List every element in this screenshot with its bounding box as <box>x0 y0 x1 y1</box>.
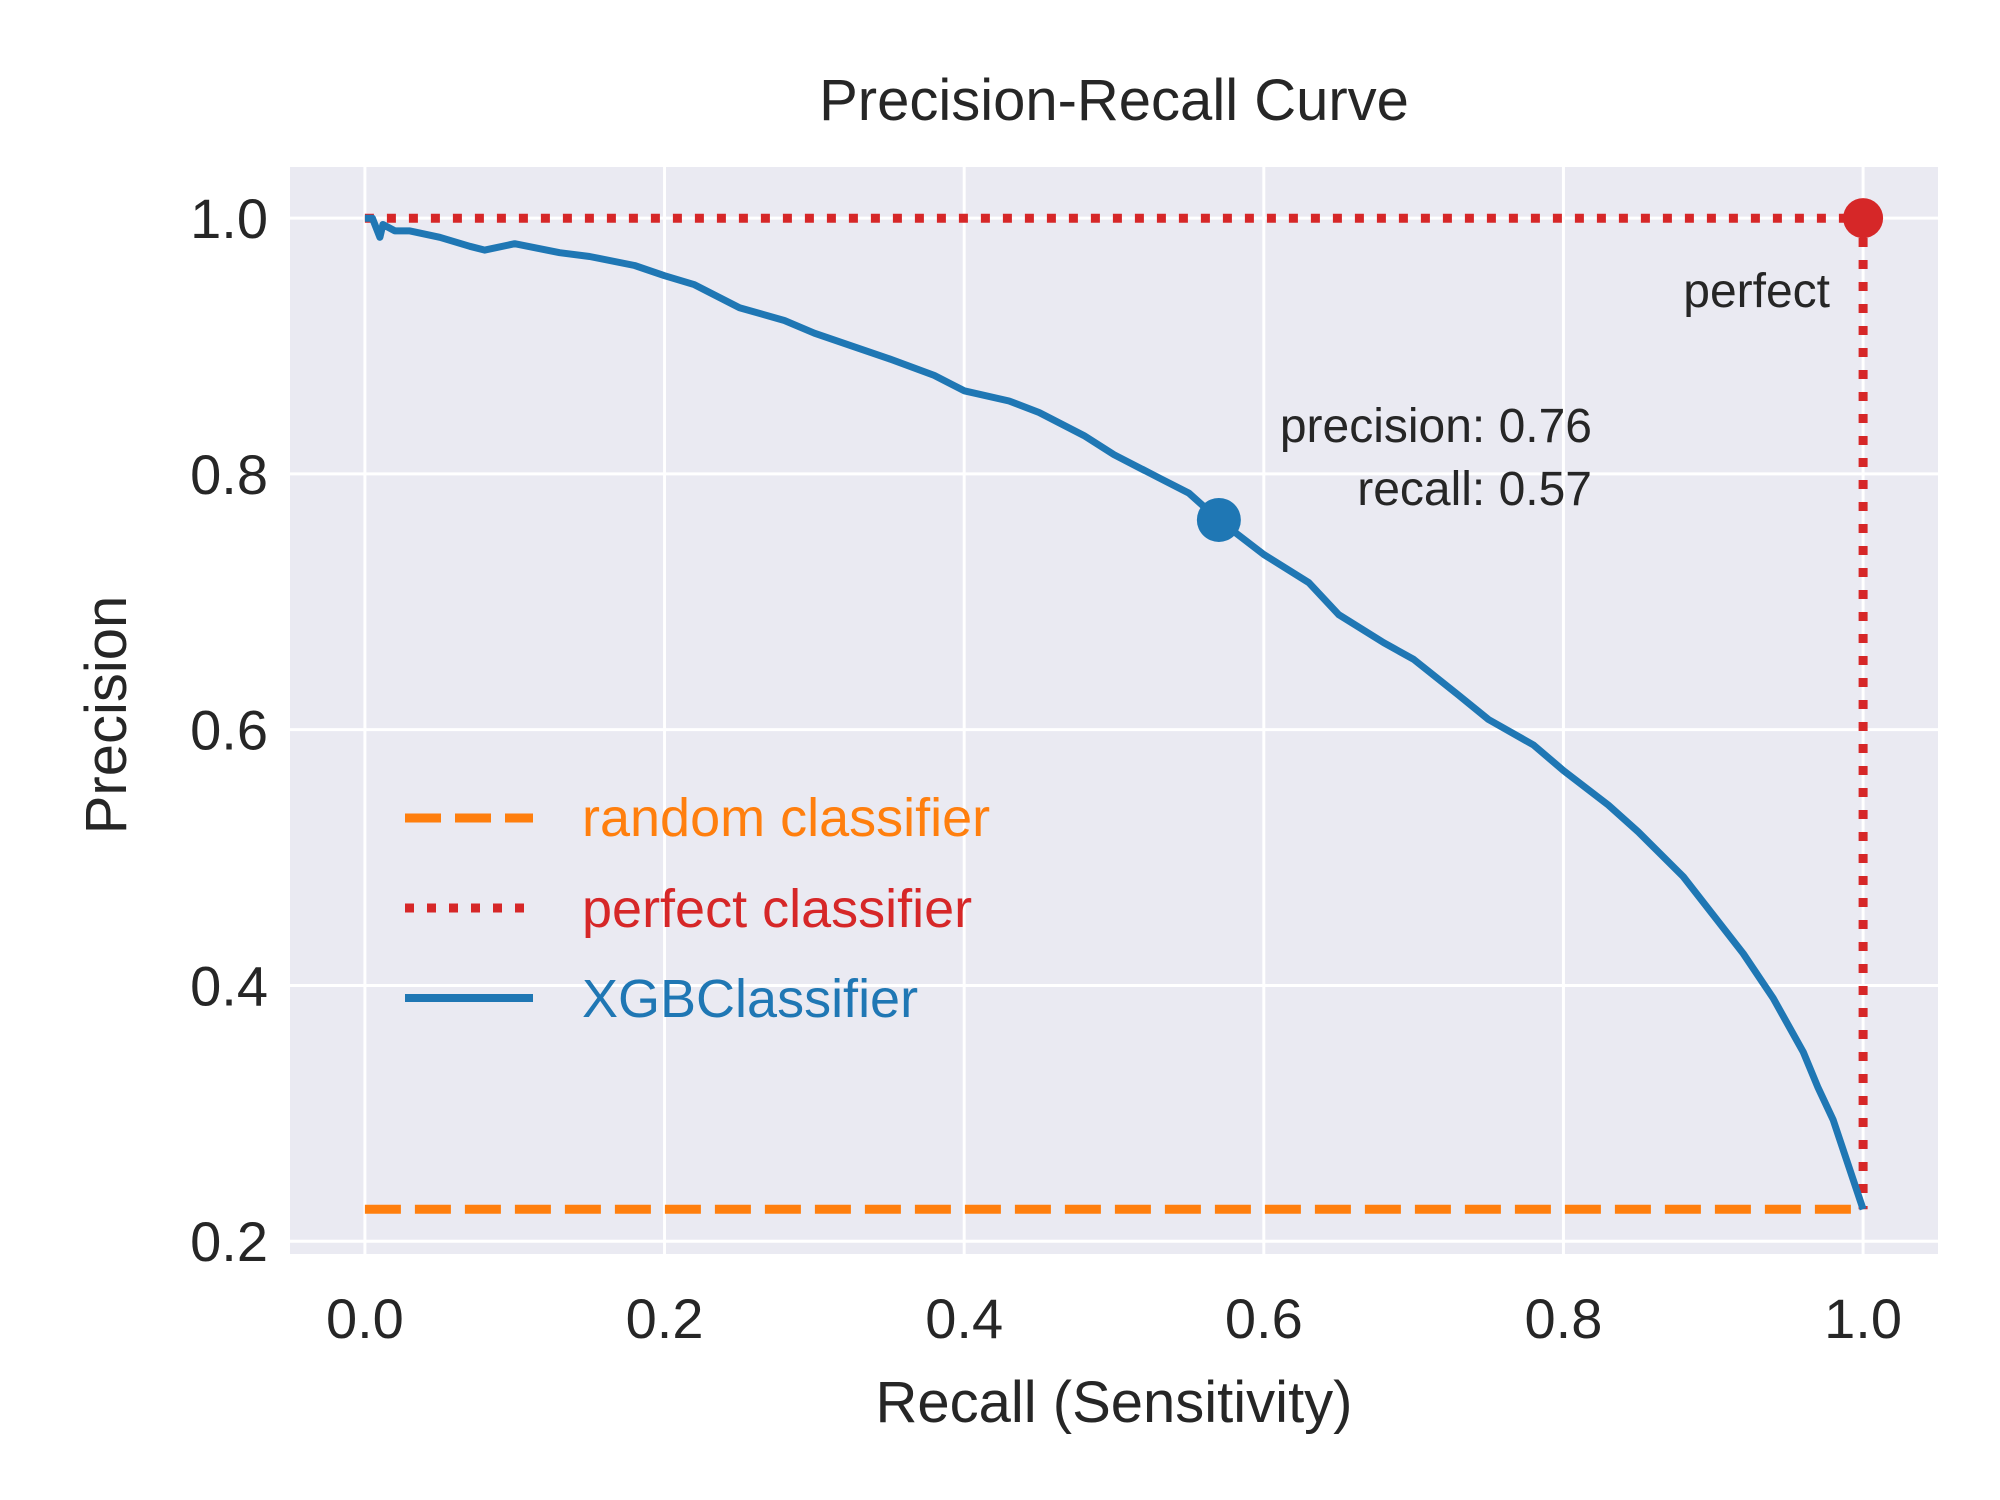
perfect-point-marker <box>1843 198 1884 239</box>
x-axis-label: Recall (Sensitivity) <box>876 1370 1353 1435</box>
threshold-precision-annotation: precision: 0.76 <box>1280 400 1592 453</box>
x-tick-label: 0.4 <box>925 1287 1003 1350</box>
y-tick-label: 0.4 <box>190 954 268 1017</box>
y-axis-label: Precision <box>74 596 139 835</box>
x-tick-label: 0.6 <box>1225 1287 1303 1350</box>
xgb-classifier-curve <box>364 214 1867 1211</box>
marker-layer <box>1196 198 1884 542</box>
y-tick-label: 0.6 <box>190 699 268 762</box>
threshold-point-marker <box>1196 497 1241 542</box>
y-tick-label: 0.8 <box>190 443 268 506</box>
x-tick-label: 0.0 <box>326 1287 404 1350</box>
y-tick-labels: 0.2 0.4 0.6 0.8 1.0 <box>190 187 268 1273</box>
y-tick-label: 0.2 <box>190 1210 268 1273</box>
x-tick-label: 1.0 <box>1824 1287 1902 1350</box>
legend: random classifier perfect classifier XGB… <box>405 788 990 1029</box>
y-tick-label: 1.0 <box>190 187 268 250</box>
perfect-annotation: perfect <box>1683 265 1830 318</box>
chart-title: Precision-Recall Curve <box>819 68 1409 133</box>
x-tick-label: 0.8 <box>1525 1287 1603 1350</box>
legend-random-label: random classifier <box>582 788 990 848</box>
x-tick-label: 0.2 <box>626 1287 704 1350</box>
threshold-recall-annotation: recall: 0.57 <box>1357 463 1592 516</box>
legend-perfect-label: perfect classifier <box>582 879 972 939</box>
plot-area <box>290 167 1938 1254</box>
x-tick-labels: 0.0 0.2 0.4 0.6 0.8 1.0 <box>326 1287 1902 1350</box>
legend-model-label: XGBClassifier <box>582 969 918 1029</box>
